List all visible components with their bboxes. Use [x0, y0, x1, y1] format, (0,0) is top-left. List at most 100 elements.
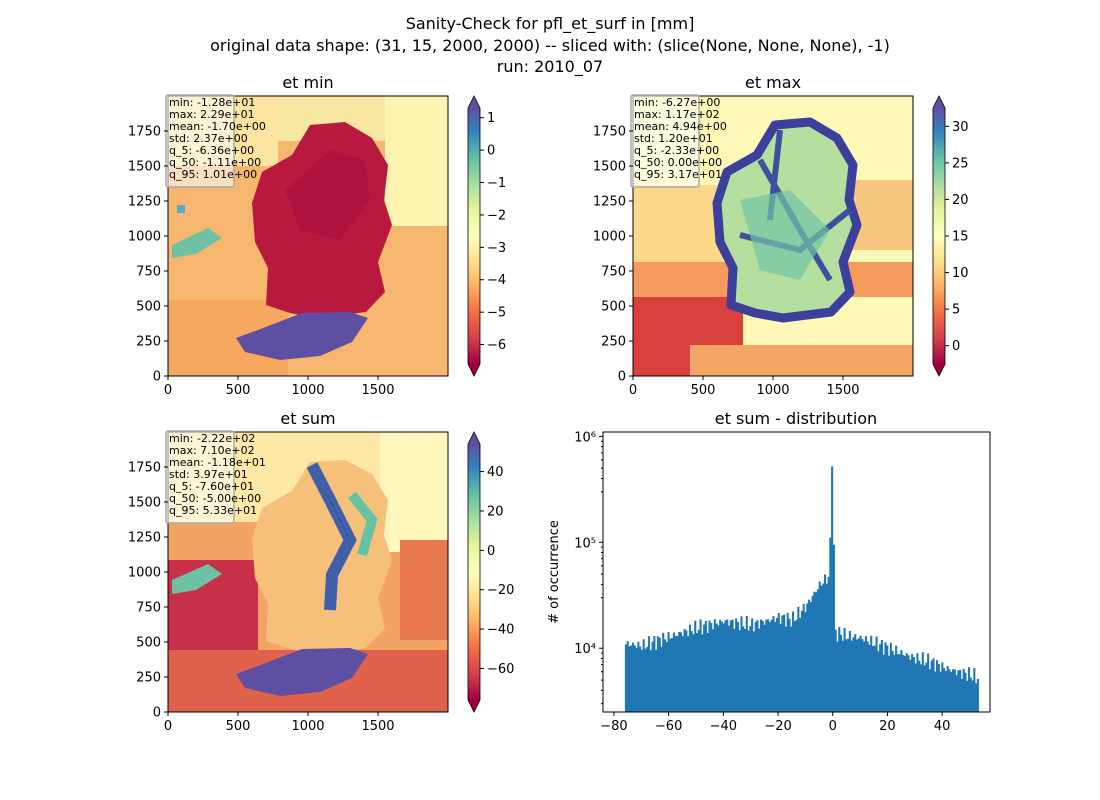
- histogram-bar: [870, 635, 873, 712]
- axes-frame: [602, 431, 991, 713]
- histogram-bar: [875, 636, 878, 712]
- colorbar-extend-min: [468, 700, 480, 712]
- x-tick-label: 500: [691, 383, 716, 398]
- histogram-bar: [932, 658, 935, 712]
- histogram-bar: [829, 537, 832, 712]
- panel-title: et min: [282, 73, 333, 92]
- histogram-bar: [891, 650, 894, 712]
- histogram-bar: [863, 641, 866, 712]
- colorbar-tick-label: 1: [487, 111, 495, 126]
- histogram-bar: [975, 683, 978, 712]
- histogram-bar: [864, 636, 867, 712]
- histogram-bar: [820, 585, 823, 712]
- histogram-bar: [832, 544, 835, 712]
- histogram-bar: [939, 671, 942, 712]
- colorbar-tick-label: −40: [487, 623, 514, 638]
- histogram-bar: [957, 670, 960, 712]
- y-tick-label: 500: [136, 636, 161, 651]
- colorbar-tick-label: −3: [487, 241, 506, 256]
- y-tick-label: 500: [136, 300, 161, 315]
- heatmap-image: [168, 432, 448, 712]
- histogram-bar: [839, 634, 843, 712]
- y-tick-label: 1000: [128, 230, 161, 245]
- histogram-bar: [967, 667, 971, 712]
- stats-line: mean: -1.18e+01: [169, 456, 266, 469]
- stats-line: min: -2.22e+02: [169, 432, 255, 445]
- histogram-bar: [834, 629, 837, 712]
- y-tick-label: 750: [136, 601, 161, 616]
- figure-title-line: Sanity-Check for pfl_et_surf in [mm]: [406, 14, 695, 34]
- histogram-bar: [786, 612, 789, 712]
- y-tick-label: 250: [601, 335, 626, 350]
- histogram-bar: [768, 622, 771, 712]
- histogram-bar: [893, 654, 896, 712]
- histogram-bar: [838, 627, 841, 712]
- histogram-bar: [772, 616, 775, 712]
- histogram-bar: [701, 634, 704, 712]
- stats-line: max: 7.10e+02: [169, 444, 255, 457]
- histogram-bar: [943, 668, 946, 712]
- histogram-bar: [807, 599, 811, 712]
- y-tick-label: 750: [601, 265, 626, 280]
- histogram-bar: [692, 634, 695, 712]
- histogram-bar: [694, 620, 697, 712]
- y-tick-label: 10⁵: [574, 536, 596, 551]
- histogram-bar: [831, 466, 834, 712]
- histogram-bar: [836, 641, 839, 712]
- histogram-bar: [845, 639, 848, 712]
- histogram-bar: [637, 641, 640, 712]
- histogram-bar: [843, 627, 846, 712]
- histogram-bar: [642, 639, 645, 712]
- stats-line: max: 1.17e+02: [634, 108, 720, 121]
- histogram-bar: [919, 664, 923, 712]
- stats-line: mean: 4.94e+00: [634, 120, 727, 133]
- histogram-bar: [921, 652, 924, 712]
- colorbar-gradient: [468, 444, 480, 700]
- histogram-bar: [887, 655, 891, 712]
- histogram-bar: [944, 671, 947, 712]
- histogram-bar: [879, 644, 882, 712]
- x-tick-label: 20: [879, 719, 896, 734]
- histogram-bar: [731, 619, 734, 712]
- colorbar-tick-label: 5: [952, 303, 960, 318]
- colorbar-outline: [467, 431, 481, 713]
- histogram-bar: [948, 669, 951, 712]
- histogram-bar: [703, 624, 706, 712]
- histogram-bar: [640, 649, 643, 712]
- histogram-bar: [923, 665, 926, 712]
- histogram-bar: [759, 619, 763, 712]
- y-tick-label: 250: [136, 671, 161, 686]
- y-tick-label: 1500: [128, 496, 161, 511]
- histogram-bar: [660, 646, 663, 712]
- histogram-bar: [742, 626, 745, 712]
- y-tick-label: 1500: [128, 160, 161, 175]
- histogram-bar: [711, 629, 715, 712]
- x-tick-label: 40: [934, 719, 951, 734]
- colorbar-tick-label: 40: [487, 465, 504, 480]
- histogram-bar: [912, 656, 915, 712]
- colorbar-extend-max: [468, 432, 480, 444]
- histogram-bar: [635, 647, 638, 712]
- y-tick-label: 0: [618, 370, 626, 385]
- histogram-bar: [665, 642, 668, 712]
- colorbar: 1 0 −1 −2 −3 −4 −5 −6: [467, 95, 506, 377]
- y-tick-label: 1000: [128, 566, 161, 581]
- histogram-bar: [717, 625, 720, 712]
- histogram-bar: [895, 645, 898, 712]
- colorbar-outline: [467, 95, 481, 377]
- histogram-bar: [966, 680, 969, 712]
- histogram-bar: [672, 632, 675, 712]
- colorbar: 30 25 20 15 10 5 0: [932, 95, 969, 377]
- histogram-bar: [747, 630, 750, 712]
- colorbar-tick-label: −4: [487, 273, 506, 288]
- histogram-bar: [841, 640, 844, 712]
- y-tick-label: 0: [153, 370, 161, 385]
- histogram-bar: [763, 624, 766, 712]
- x-tick-label: 1000: [291, 383, 324, 398]
- histogram-bar: [774, 621, 777, 712]
- x-tick-label: −60: [655, 719, 682, 734]
- histogram-bar: [855, 639, 859, 712]
- stats-line: std: 1.20e+01: [634, 132, 713, 145]
- histogram-bar: [914, 663, 917, 712]
- histogram-bar: [882, 654, 885, 712]
